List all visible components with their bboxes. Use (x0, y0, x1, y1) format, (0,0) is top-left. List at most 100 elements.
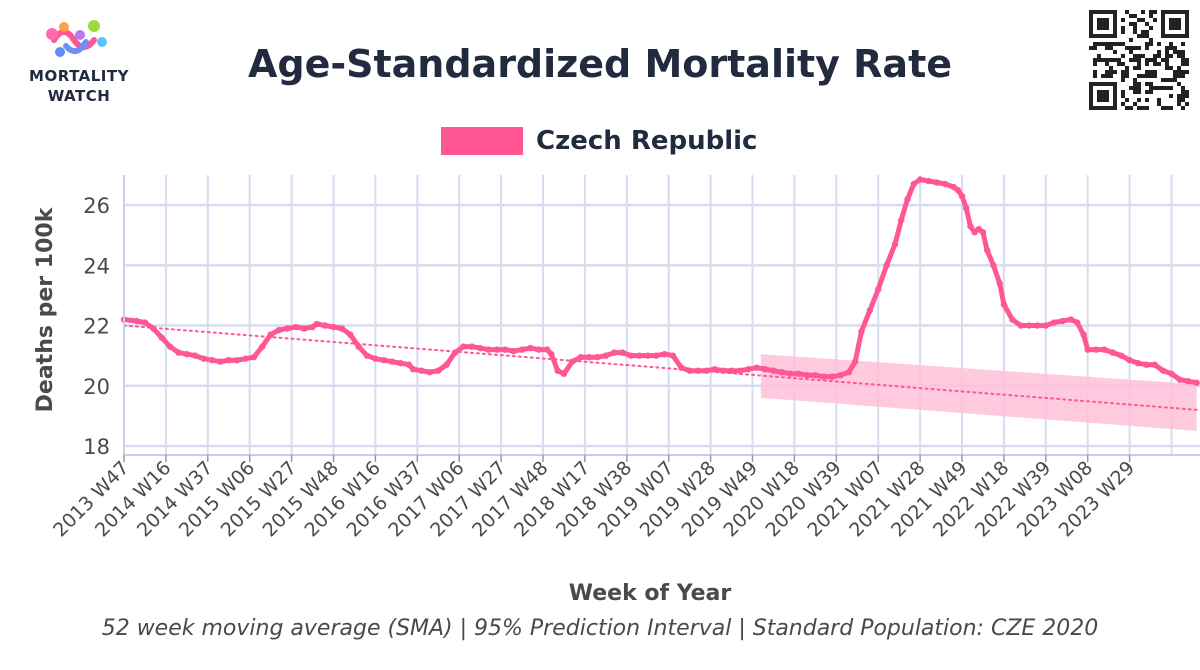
qr-module (1121, 30, 1125, 34)
data-point (330, 323, 337, 331)
qr-module (1181, 98, 1185, 102)
qr-module (1181, 42, 1185, 46)
data-point (150, 325, 157, 332)
series-layer (120, 176, 1200, 386)
qr-module (1125, 70, 1129, 74)
qr-module (1137, 34, 1141, 38)
qr-module (1133, 22, 1137, 26)
data-point (1109, 349, 1117, 356)
qr-module (1165, 54, 1169, 58)
qr-module (1173, 50, 1177, 54)
qr-module (1169, 66, 1173, 70)
data-point (1193, 379, 1200, 386)
qr-module (1113, 58, 1117, 62)
qr-module (1169, 46, 1173, 50)
qr-module (1137, 46, 1141, 50)
data-point (418, 367, 425, 374)
qr-module (1129, 58, 1133, 62)
qr-finder-core (1097, 90, 1109, 102)
qr-module (1121, 62, 1125, 66)
data-point (443, 361, 450, 368)
data-point (820, 373, 827, 380)
qr-module (1133, 54, 1137, 58)
qr-module (1149, 70, 1153, 74)
data-point (678, 364, 685, 371)
qr-module (1121, 42, 1125, 46)
data-point (1126, 356, 1133, 364)
qr-module (1149, 10, 1153, 14)
data-point (1080, 331, 1087, 338)
qr-module (1109, 46, 1113, 50)
data-point (602, 352, 610, 359)
qr-module (1185, 62, 1189, 66)
data-point (133, 317, 140, 325)
data-point (460, 343, 467, 350)
data-point (426, 369, 434, 376)
qr-module (1157, 62, 1161, 66)
qr-module (1185, 70, 1189, 74)
data-point (803, 372, 811, 379)
data-point (1084, 346, 1091, 353)
qr-module (1089, 46, 1093, 50)
qr-module (1121, 74, 1125, 78)
qr-module (1157, 86, 1161, 90)
qr-module (1161, 78, 1165, 82)
qr-module (1169, 54, 1173, 58)
qr-module (1153, 58, 1157, 62)
data-point (1101, 346, 1108, 353)
data-point (787, 370, 794, 377)
qr-module (1117, 42, 1121, 46)
data-point (795, 370, 802, 377)
qr-module (1181, 74, 1185, 78)
data-point (636, 352, 643, 359)
data-point (778, 369, 786, 376)
qr-module (1129, 106, 1133, 110)
qr-module (1173, 46, 1177, 50)
data-point (569, 358, 576, 365)
qr-module (1093, 70, 1097, 74)
y-tick-label: 22 (83, 315, 110, 339)
data-point (845, 369, 853, 376)
qr-module (1137, 106, 1141, 110)
qr-module (1165, 86, 1169, 90)
qr-module (1149, 14, 1153, 18)
data-point (300, 325, 308, 332)
qr-module (1149, 26, 1153, 30)
data-point (493, 346, 501, 353)
qr-module (1121, 78, 1125, 82)
data-point (397, 359, 404, 367)
data-point (1134, 359, 1142, 367)
qr-finder-core (1169, 18, 1181, 30)
logo-mark-icon (46, 20, 107, 57)
qr-module (1117, 62, 1121, 66)
legend-label: Czech Republic (536, 126, 758, 156)
qr-module (1165, 58, 1169, 62)
data-point (875, 286, 882, 293)
qr-code[interactable] (1089, 10, 1189, 110)
data-point (962, 204, 970, 212)
data-point (983, 247, 991, 254)
qr-module (1177, 50, 1181, 54)
qr-module (1129, 46, 1133, 50)
qr-module (1105, 46, 1109, 50)
qr-module (1105, 74, 1109, 78)
qr-module (1173, 78, 1177, 82)
qr-module (1185, 58, 1189, 62)
qr-module (1093, 42, 1097, 46)
data-point (925, 177, 932, 185)
qr-module (1133, 26, 1137, 30)
qr-module (1177, 82, 1181, 86)
qr-module (1133, 66, 1137, 70)
qr-module (1165, 62, 1169, 66)
qr-module (1129, 86, 1133, 90)
data-point (388, 358, 396, 365)
data-point (958, 192, 966, 200)
qr-module (1133, 30, 1137, 34)
data-point (535, 346, 543, 353)
mortality-watch-logo: MORTALITY WATCH (14, 14, 144, 109)
qr-module (1129, 14, 1133, 18)
qr-module (1177, 98, 1181, 102)
legend[interactable]: Czech Republic (441, 126, 757, 156)
qr-module (1097, 42, 1101, 46)
qr-module (1161, 58, 1165, 62)
